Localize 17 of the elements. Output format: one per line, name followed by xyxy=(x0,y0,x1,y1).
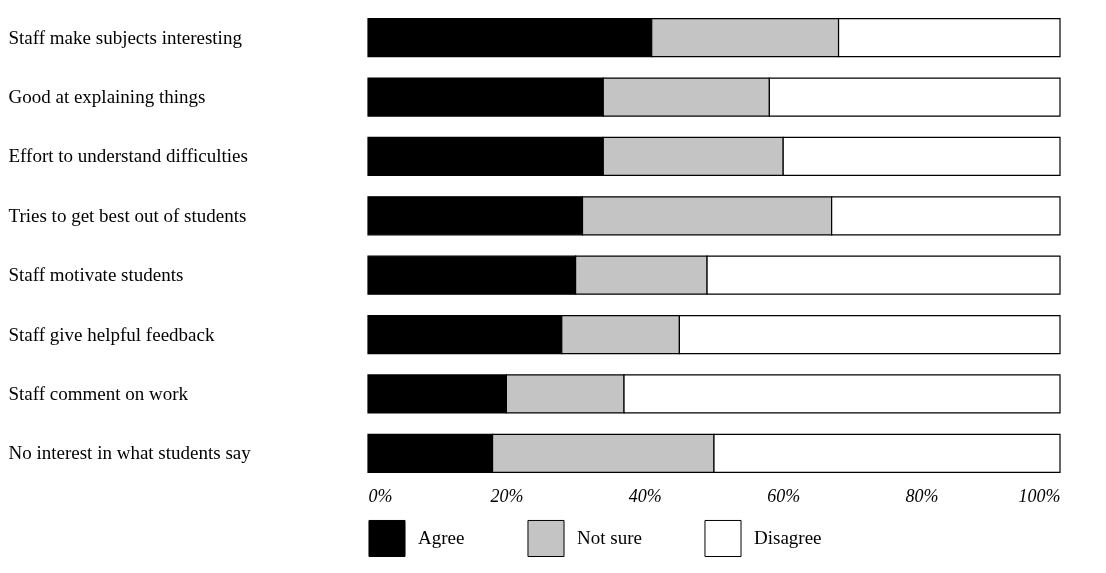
legend-label: Agree xyxy=(418,527,465,549)
y-tick-label: Staff make subjects interesting xyxy=(8,26,243,48)
y-tick-label: Good at explaining things xyxy=(8,86,206,108)
y-tick-label: Staff comment on work xyxy=(8,382,189,404)
y-tick-label: Staff motivate students xyxy=(8,264,184,286)
x-tick-label: 100% xyxy=(1018,485,1061,506)
y-tick-label: Effort to understand difficulties xyxy=(8,145,248,167)
y-tick-label: Tries to get best out of students xyxy=(8,204,247,226)
y-tick-label: No interest in what students say xyxy=(8,442,252,464)
legend-label: Not sure xyxy=(577,527,642,549)
x-tick-label: 20% xyxy=(490,485,524,506)
x-tick-label: 40% xyxy=(628,485,662,506)
x-tick-label: 60% xyxy=(767,485,801,506)
legend-label: Disagree xyxy=(754,527,822,549)
y-tick-label: Staff give helpful feedback xyxy=(8,323,215,345)
x-tick-label: 0% xyxy=(368,485,393,506)
x-tick-label: 80% xyxy=(905,485,939,506)
